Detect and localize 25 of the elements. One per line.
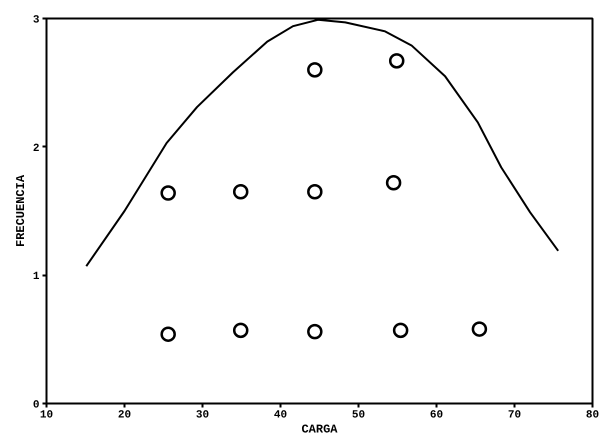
point	[388, 53, 404, 69]
x-tick-label: 20	[118, 410, 132, 422]
y-tick-label: 3	[32, 14, 40, 26]
x-axis-title: CARGA	[301, 422, 338, 436]
x-tick-label: 50	[352, 410, 366, 422]
y-axis-title: FRECUENCIA	[14, 174, 28, 248]
x-tick-label: 10	[40, 410, 54, 422]
y-tick-label: 2	[32, 142, 40, 155]
point	[392, 322, 408, 338]
y-tick-label: 1	[32, 271, 40, 284]
point	[160, 326, 176, 342]
x-tick-label: 80	[586, 410, 599, 422]
x-tick-label: 60	[430, 410, 444, 422]
point	[307, 184, 323, 200]
point	[307, 324, 323, 340]
x-tick-label: 70	[508, 410, 522, 422]
point	[232, 184, 248, 200]
point	[472, 321, 488, 337]
point	[386, 175, 402, 191]
point	[232, 322, 248, 338]
point	[307, 62, 323, 78]
x-tick-label: 30	[196, 410, 210, 422]
x-tick-label: 40	[274, 410, 288, 422]
y-tick-label: 0	[32, 400, 40, 412]
point	[160, 185, 176, 201]
